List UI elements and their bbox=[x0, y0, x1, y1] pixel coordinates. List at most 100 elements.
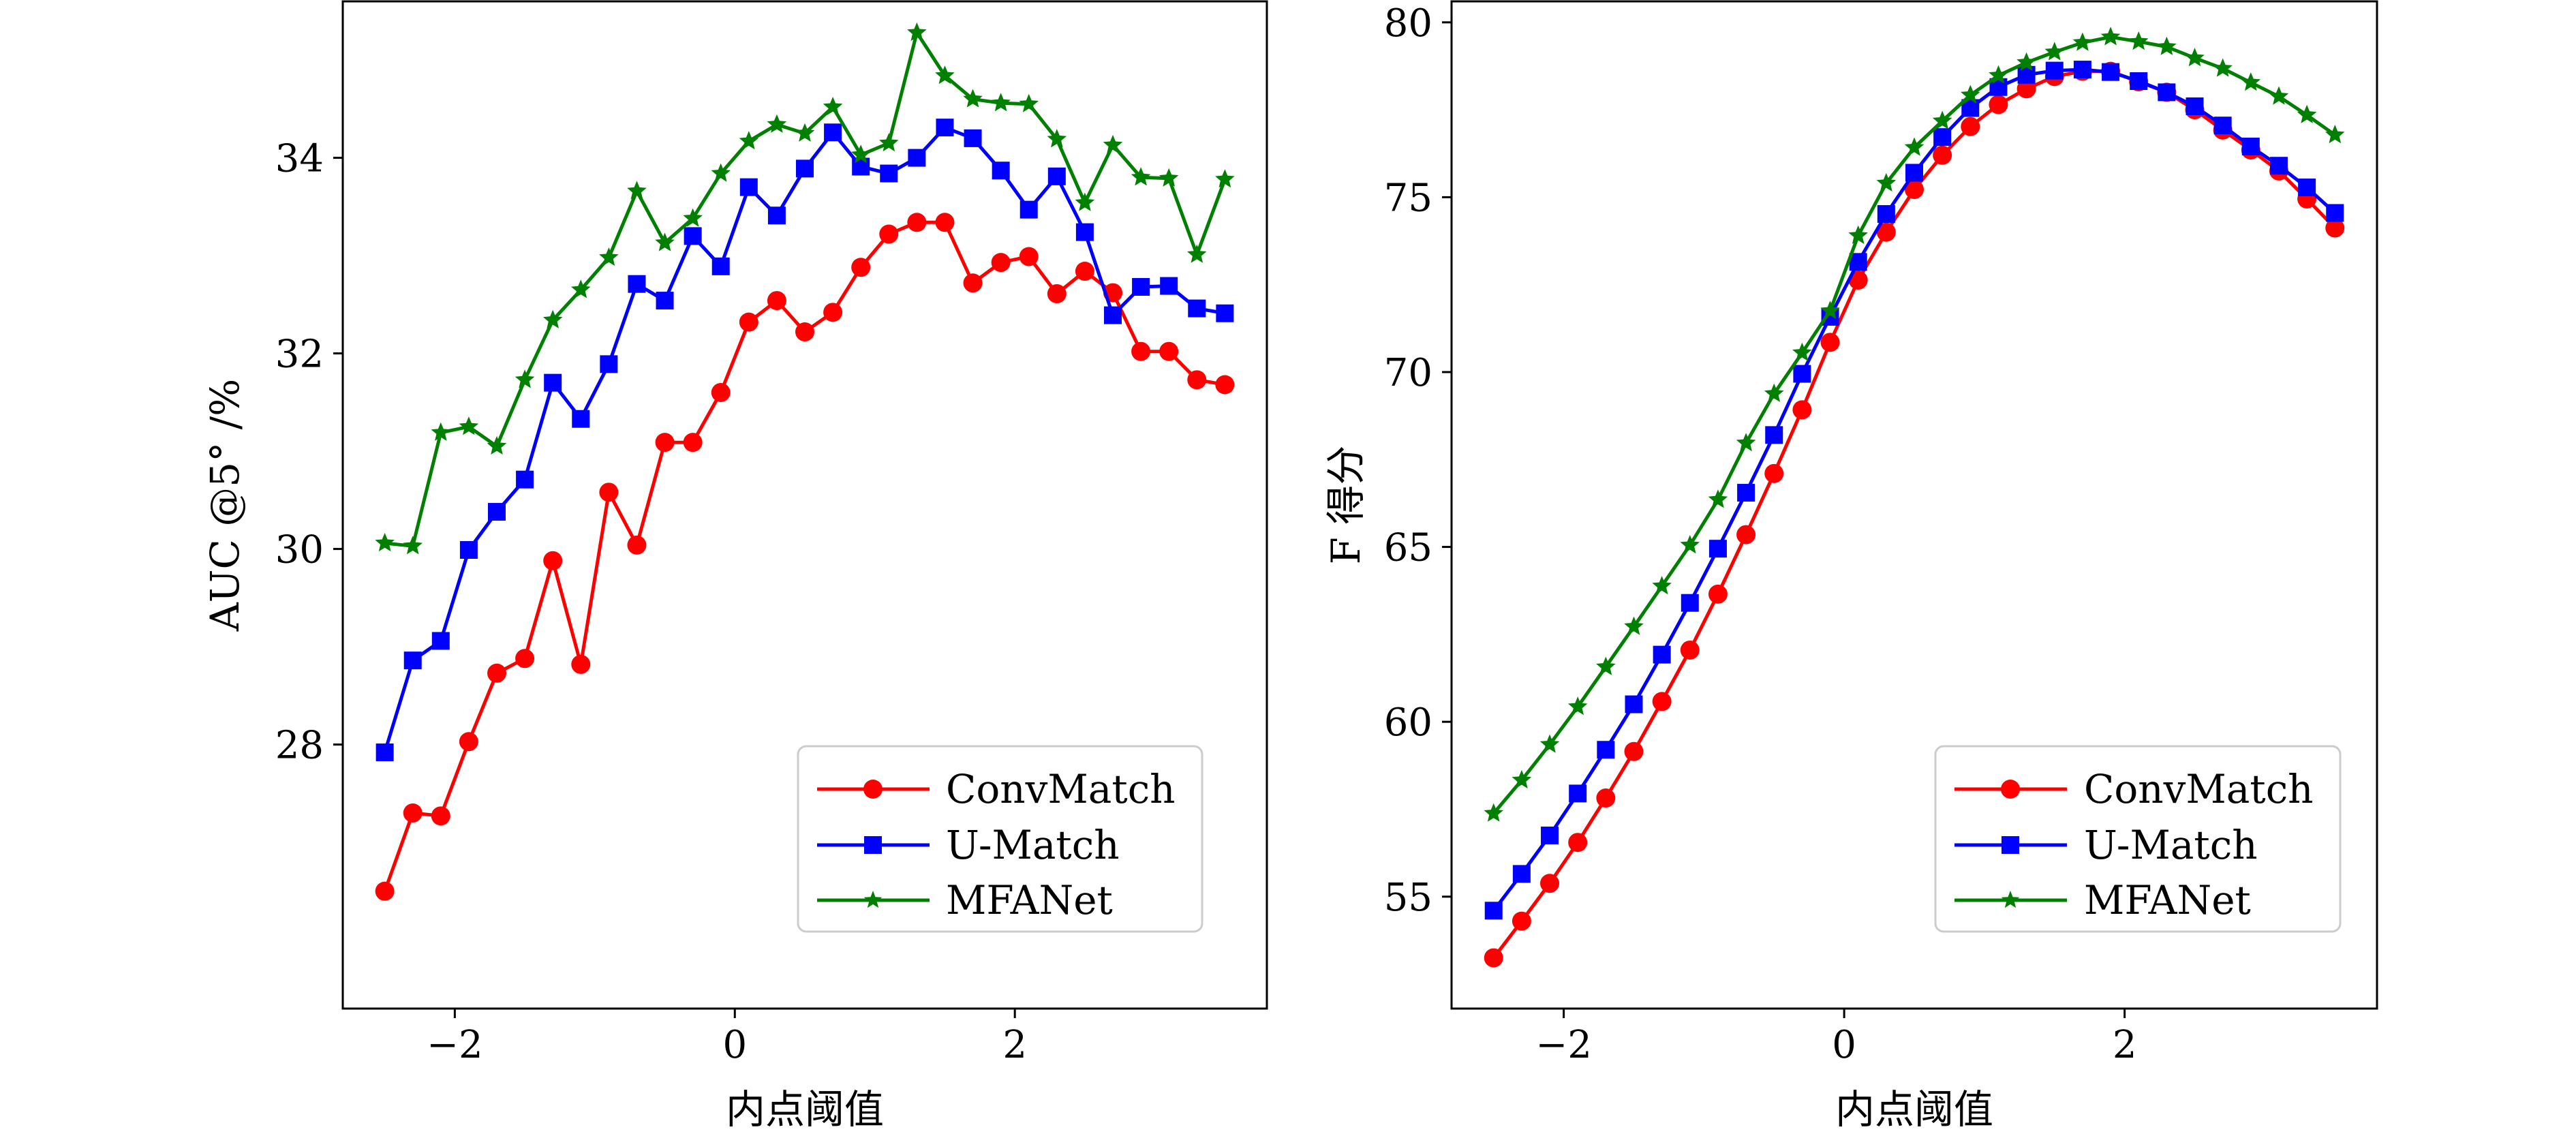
data-point-convmatch bbox=[767, 291, 786, 311]
data-point-convmatch bbox=[907, 213, 927, 232]
data-point-convmatch bbox=[1820, 333, 1840, 352]
data-point-u-match bbox=[1681, 594, 1699, 612]
data-point-u-match bbox=[2130, 72, 2148, 91]
data-point-u-match bbox=[656, 292, 674, 310]
data-point-convmatch bbox=[1708, 584, 1728, 604]
data-point-mfanet bbox=[1792, 342, 1812, 361]
data-point-convmatch bbox=[1484, 948, 1503, 968]
data-point-mfanet bbox=[2213, 58, 2233, 77]
data-point-convmatch bbox=[459, 732, 478, 752]
legend-item-u-match: U-Match bbox=[817, 822, 1120, 868]
data-point-convmatch bbox=[1047, 284, 1067, 304]
data-point-mfanet bbox=[711, 163, 731, 182]
data-point-convmatch bbox=[1019, 247, 1039, 266]
y-tick-label: 34 bbox=[275, 137, 324, 181]
data-point-u-match bbox=[1765, 426, 1783, 444]
data-point-u-match bbox=[1625, 695, 1643, 713]
data-point-mfanet bbox=[2185, 48, 2205, 67]
data-point-u-match bbox=[572, 410, 590, 428]
data-point-mfanet bbox=[823, 97, 843, 116]
data-point-convmatch bbox=[1680, 640, 1700, 660]
data-point-mfanet bbox=[655, 232, 675, 251]
data-point-u-match bbox=[767, 206, 786, 225]
data-point-convmatch bbox=[1512, 911, 1531, 931]
data-point-convmatch bbox=[655, 433, 675, 452]
data-point-u-match bbox=[628, 275, 646, 293]
data-point-mfanet bbox=[1596, 656, 1616, 675]
data-point-u-match bbox=[2102, 63, 2120, 81]
y-tick-label: 65 bbox=[1384, 526, 1432, 570]
x-axis-label: 内点阈值 bbox=[1835, 1086, 1993, 1133]
data-point-u-match bbox=[684, 227, 702, 245]
data-point-mfanet bbox=[935, 65, 955, 85]
plot-frame bbox=[1450, 0, 2378, 1010]
data-point-convmatch bbox=[1131, 341, 1151, 361]
data-point-mfanet bbox=[1876, 172, 1897, 191]
x-tick-label: 2 bbox=[2113, 1023, 2137, 1067]
data-point-convmatch bbox=[823, 303, 843, 322]
data-point-mfanet bbox=[1652, 576, 1672, 595]
data-point-convmatch bbox=[1159, 341, 1179, 361]
data-point-u-match bbox=[2298, 179, 2316, 197]
y-tick-label: 75 bbox=[1384, 176, 1432, 220]
data-point-mfanet bbox=[739, 131, 759, 150]
data-point-u-match bbox=[1905, 164, 1923, 182]
data-point-convmatch bbox=[1540, 874, 1560, 893]
data-point-convmatch bbox=[1075, 262, 1094, 281]
data-point-u-match bbox=[796, 159, 814, 178]
data-point-mfanet bbox=[1075, 192, 1095, 211]
data-point-convmatch bbox=[991, 253, 1011, 273]
data-point-convmatch bbox=[711, 382, 731, 402]
data-point-convmatch bbox=[851, 258, 871, 277]
data-point-mfanet bbox=[487, 435, 507, 455]
legend-item-convmatch: ConvMatch bbox=[817, 766, 1176, 812]
data-point-u-match bbox=[1019, 200, 1038, 219]
x-tick-label: 0 bbox=[1832, 1023, 1856, 1067]
data-point-mfanet bbox=[1019, 93, 1039, 112]
data-point-convmatch bbox=[1989, 95, 2008, 114]
data-point-mfanet bbox=[907, 22, 927, 42]
data-point-convmatch bbox=[1568, 833, 1588, 853]
data-point-convmatch bbox=[1187, 370, 1207, 390]
data-point-mfanet bbox=[2241, 72, 2261, 91]
data-point-convmatch bbox=[2017, 79, 2036, 99]
data-point-u-match bbox=[2073, 61, 2091, 79]
data-point-mfanet bbox=[375, 533, 395, 552]
data-point-convmatch bbox=[683, 433, 703, 452]
data-point-u-match bbox=[1569, 784, 1587, 803]
data-point-u-match bbox=[1160, 277, 1178, 295]
data-point-mfanet bbox=[1047, 129, 1067, 148]
data-point-u-match bbox=[2017, 65, 2036, 84]
data-point-convmatch bbox=[487, 663, 506, 683]
data-point-mfanet bbox=[1820, 301, 1840, 320]
data-point-u-match bbox=[2186, 97, 2204, 115]
y-axis-label: F 得分 bbox=[1323, 446, 1369, 565]
data-point-convmatch bbox=[403, 803, 423, 823]
data-point-u-match bbox=[908, 149, 926, 167]
data-point-mfanet bbox=[1103, 134, 1123, 154]
data-point-convmatch bbox=[375, 881, 395, 901]
data-point-mfanet bbox=[963, 89, 983, 108]
data-point-u-match bbox=[2326, 204, 2344, 222]
data-point-u-match bbox=[880, 164, 898, 183]
legend-marker-mfanet bbox=[2001, 891, 2020, 908]
data-point-convmatch bbox=[1961, 117, 1980, 136]
data-point-mfanet bbox=[1932, 110, 1952, 129]
data-point-convmatch bbox=[2325, 218, 2345, 238]
data-point-mfanet bbox=[2100, 27, 2121, 46]
data-point-u-match bbox=[1737, 484, 1755, 502]
data-point-mfanet bbox=[767, 114, 787, 133]
legend-label-u-match: U-Match bbox=[946, 822, 1120, 868]
legend-marker-u-match bbox=[864, 836, 882, 854]
plot-frame bbox=[341, 0, 1268, 1010]
x-axis-label: 内点阈值 bbox=[726, 1086, 884, 1133]
data-point-convmatch bbox=[599, 482, 619, 502]
data-point-mfanet bbox=[1989, 65, 2008, 84]
data-point-u-match bbox=[1104, 306, 1122, 324]
data-point-mfanet bbox=[1848, 225, 1868, 244]
data-point-convmatch bbox=[627, 535, 647, 555]
series-line-mfanet bbox=[384, 31, 1227, 548]
data-point-convmatch bbox=[1764, 463, 1784, 483]
data-point-mfanet bbox=[431, 422, 451, 441]
